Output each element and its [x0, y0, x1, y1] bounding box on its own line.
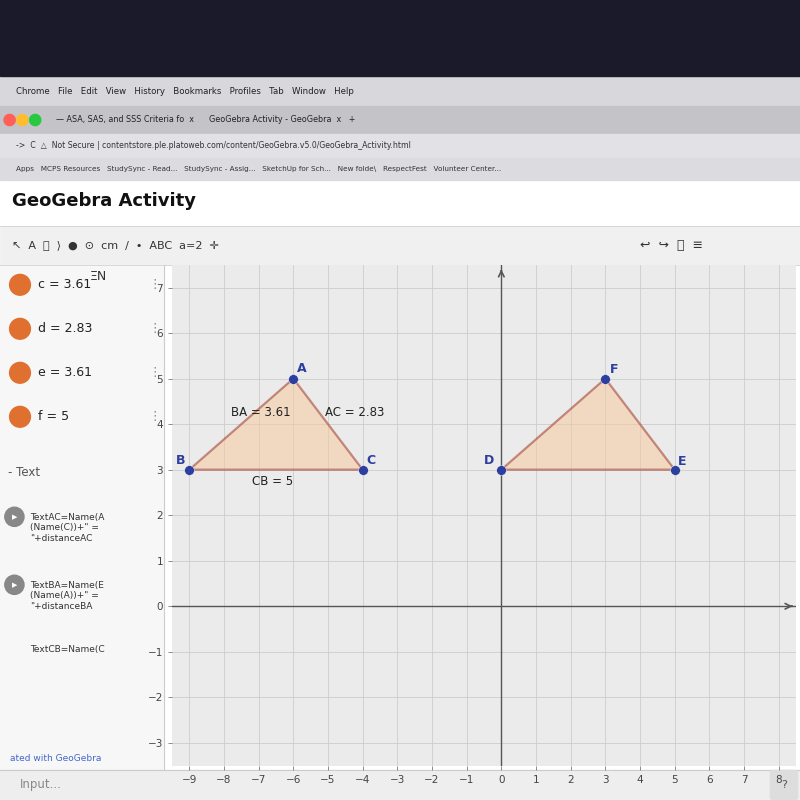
- Text: C: C: [366, 454, 375, 467]
- Text: F: F: [610, 363, 618, 376]
- Text: A: A: [297, 362, 306, 374]
- FancyBboxPatch shape: [0, 226, 800, 265]
- Circle shape: [17, 114, 28, 126]
- Text: f = 5: f = 5: [38, 410, 70, 423]
- Circle shape: [10, 362, 30, 383]
- Text: E: E: [678, 455, 686, 468]
- Circle shape: [10, 406, 30, 427]
- Text: ->  C  △  Not Secure | contentstore.ple.platoweb.com/content/GeoGebra.v5.0/GeoGe: -> C △ Not Secure | contentstore.ple.pla…: [16, 141, 411, 150]
- Text: ?: ?: [781, 780, 787, 790]
- Text: e = 3.61: e = 3.61: [38, 366, 93, 379]
- Text: TextBA=Name(E
(Name(A))+" =
"+distanceBA: TextBA=Name(E (Name(A))+" = "+distanceBA: [30, 581, 104, 610]
- FancyBboxPatch shape: [0, 158, 800, 180]
- FancyBboxPatch shape: [0, 134, 800, 158]
- Text: ↖  A  ⟋  ⟩  ●  ⊙  cm  /  •  ABC  a=2  ✛: ↖ A ⟋ ⟩ ● ⊙ cm / • ABC a=2 ✛: [12, 241, 219, 250]
- Circle shape: [10, 318, 30, 339]
- Text: GeoGebra Activity: GeoGebra Activity: [12, 192, 196, 210]
- Text: ated with GeoGebra: ated with GeoGebra: [10, 754, 101, 763]
- Text: ⋮: ⋮: [148, 322, 161, 335]
- Text: Input...: Input...: [20, 778, 62, 791]
- Text: AC = 2.83: AC = 2.83: [325, 406, 384, 419]
- Text: TextCB=Name(C: TextCB=Name(C: [30, 645, 105, 654]
- Text: ⋮: ⋮: [148, 366, 161, 379]
- Text: ↩  ↪  🔍  ≡: ↩ ↪ 🔍 ≡: [640, 239, 703, 252]
- FancyBboxPatch shape: [0, 770, 800, 800]
- FancyBboxPatch shape: [0, 76, 800, 106]
- Text: - Text: - Text: [8, 466, 40, 479]
- Text: ⋮: ⋮: [148, 410, 161, 423]
- Text: D: D: [484, 454, 494, 467]
- Circle shape: [5, 575, 24, 594]
- Text: ⋮: ⋮: [148, 278, 161, 291]
- Text: Apps   MCPS Resources   StudySync - Read...   StudySync - Assig...   SketchUp fo: Apps MCPS Resources StudySync - Read... …: [16, 166, 501, 172]
- FancyBboxPatch shape: [0, 180, 800, 800]
- Text: Chrome   File   Edit   View   History   Bookmarks   Profiles   Tab   Window   He: Chrome File Edit View History Bookmarks …: [16, 86, 354, 96]
- Text: BA = 3.61: BA = 3.61: [231, 406, 290, 419]
- Text: c = 3.61: c = 3.61: [38, 278, 92, 291]
- Circle shape: [4, 114, 15, 126]
- Text: — ASA, SAS, and SSS Criteria fo  x      GeoGebra Activity - GeoGebra  x   +: — ASA, SAS, and SSS Criteria fo x GeoGeb…: [56, 115, 355, 125]
- FancyBboxPatch shape: [0, 106, 800, 134]
- Circle shape: [5, 507, 24, 526]
- Circle shape: [10, 274, 30, 295]
- Text: ▶: ▶: [12, 514, 17, 520]
- Text: CB = 5: CB = 5: [252, 474, 293, 487]
- FancyBboxPatch shape: [0, 265, 164, 770]
- FancyBboxPatch shape: [770, 770, 798, 799]
- Text: TextAC=Name(A
(Name(C))+" =
"+distanceAC: TextAC=Name(A (Name(C))+" = "+distanceAC: [30, 513, 105, 542]
- Text: ▶: ▶: [12, 582, 17, 588]
- FancyBboxPatch shape: [0, 0, 800, 76]
- Text: ΞN: ΞN: [90, 270, 107, 283]
- Text: B: B: [175, 454, 185, 467]
- Polygon shape: [502, 378, 674, 470]
- Polygon shape: [190, 378, 362, 470]
- Text: d = 2.83: d = 2.83: [38, 322, 93, 335]
- Circle shape: [30, 114, 41, 126]
